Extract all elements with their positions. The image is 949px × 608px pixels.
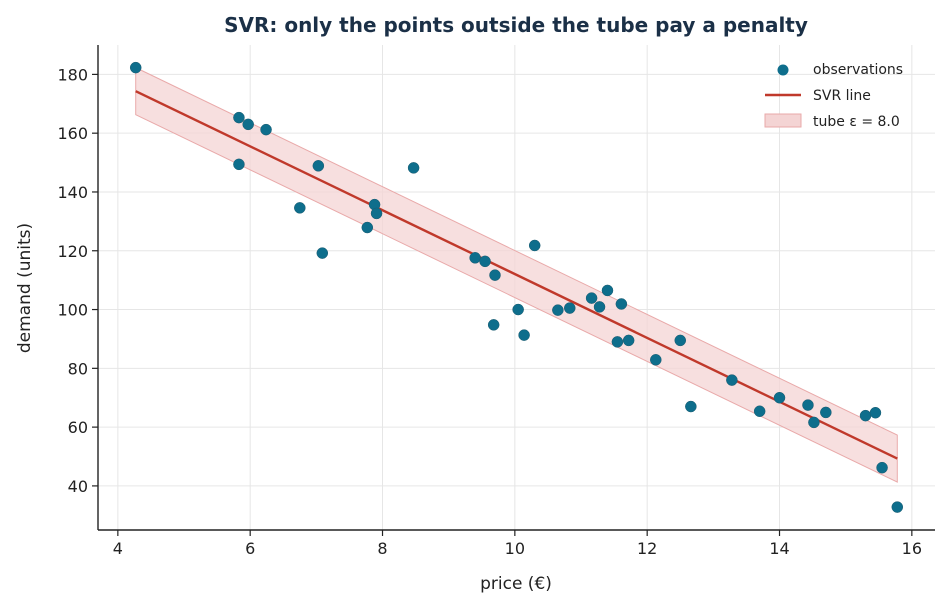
- observation-point: [808, 416, 820, 429]
- y-tick-label: 140: [57, 183, 88, 202]
- observation-point: [622, 334, 635, 347]
- observation-point: [260, 123, 272, 136]
- observation-point: [726, 374, 738, 386]
- svr-line: [135, 90, 898, 460]
- y-tick-label: 120: [57, 242, 88, 261]
- observation-point: [585, 292, 598, 304]
- observation-point: [233, 111, 245, 124]
- y-axis-label: demand (units): [15, 223, 35, 353]
- observation-point: [593, 301, 606, 313]
- observation-point: [650, 354, 662, 366]
- legend-label-svr-line: SVR line: [813, 88, 871, 104]
- observation-point: [552, 304, 564, 316]
- observation-point: [891, 501, 904, 513]
- observation-point: [312, 160, 325, 172]
- observation-point: [674, 334, 687, 347]
- x-tick-label: 14: [769, 539, 789, 558]
- observation-point: [869, 406, 882, 419]
- observation-point: [233, 158, 245, 171]
- x-tick-label: 4: [113, 539, 123, 558]
- observation-point: [615, 298, 628, 310]
- y-tick-label: 160: [57, 124, 88, 143]
- observation-point: [294, 202, 306, 214]
- legend-label-tube: tube ε = 8.0: [813, 114, 900, 130]
- observation-point: [518, 329, 530, 341]
- x-tick-label: 6: [245, 539, 255, 558]
- observation-point: [361, 221, 374, 234]
- observation-point: [685, 400, 697, 413]
- observation-point: [512, 303, 524, 316]
- x-tick-label: 8: [377, 539, 387, 558]
- observation-point: [859, 409, 872, 422]
- chart-title: SVR: only the points outside the tube pa…: [224, 13, 808, 37]
- y-tick-label: 100: [57, 301, 88, 320]
- observation-point: [370, 207, 383, 220]
- observation-point: [242, 118, 254, 131]
- legend-marker-observations: [777, 64, 789, 76]
- observation-point: [487, 319, 500, 331]
- legend-marker-tube: [764, 113, 802, 128]
- observation-point: [407, 162, 420, 174]
- observation-point: [753, 405, 766, 417]
- observation-point: [479, 255, 491, 268]
- observation-point: [489, 269, 501, 281]
- observation-point: [611, 336, 624, 348]
- observation-point: [564, 302, 576, 314]
- legend-label-observations: observations: [813, 62, 903, 78]
- observation-point: [528, 239, 541, 252]
- observation-points: [129, 61, 904, 513]
- x-axis-label: price (€): [480, 574, 552, 594]
- observation-point: [802, 399, 814, 411]
- observation-point: [773, 391, 786, 404]
- axes: [97, 45, 935, 531]
- y-tick-label: 60: [68, 418, 88, 437]
- y-tick-label: 40: [68, 477, 88, 496]
- svr-line-path: [135, 90, 898, 460]
- observation-point: [316, 247, 329, 259]
- x-tick-label: 12: [637, 539, 657, 558]
- x-tick-label: 10: [505, 539, 525, 558]
- observation-point: [601, 284, 614, 297]
- y-ticks: 40 60 80 100 120 140 160 180: [57, 65, 98, 496]
- x-ticks: 4 6 8 10 12 14 16: [113, 530, 922, 558]
- y-tick-label: 180: [57, 65, 88, 84]
- observation-point: [820, 406, 832, 419]
- observation-point: [129, 61, 142, 74]
- observation-point: [469, 252, 481, 264]
- legend: observations SVR line tube ε = 8.0: [764, 62, 903, 130]
- y-tick-label: 80: [68, 359, 88, 378]
- observation-point: [876, 461, 888, 474]
- x-tick-label: 16: [902, 539, 922, 558]
